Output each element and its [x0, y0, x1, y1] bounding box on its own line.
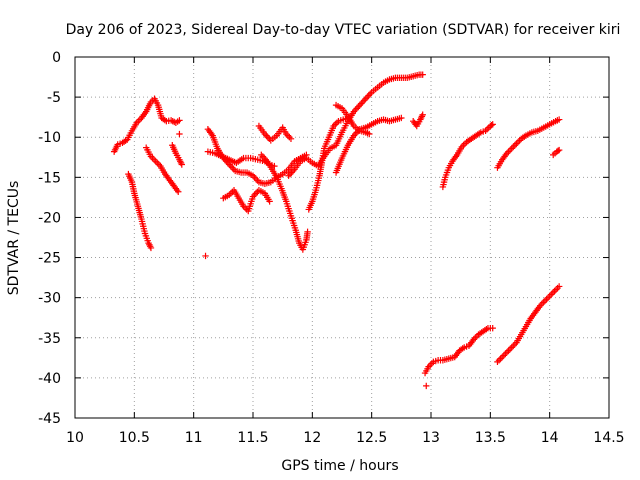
x-tick-label: 11.5 — [237, 430, 268, 446]
data-point — [419, 111, 426, 118]
data-point — [423, 382, 430, 390]
x-tick-label: 10 — [66, 430, 84, 446]
x-tick-label: 14.5 — [593, 430, 624, 446]
x-tick-label: 12 — [303, 430, 321, 446]
data-point — [175, 188, 182, 195]
data-point — [304, 228, 311, 236]
y-tick-label: -5 — [47, 90, 61, 106]
data-point — [555, 116, 563, 123]
data-point — [271, 162, 278, 170]
data-points — [110, 71, 563, 390]
y-tick-label: -10 — [38, 130, 61, 146]
y-tick-label: -35 — [38, 331, 61, 347]
data-point — [489, 324, 496, 332]
y-tick-label: -30 — [38, 291, 61, 307]
data-point — [554, 147, 562, 155]
data-point — [555, 283, 563, 290]
y-tick-label: -45 — [38, 411, 61, 427]
x-tick-label: 14 — [541, 430, 559, 446]
y-tick-label: -15 — [38, 170, 61, 186]
y-tick-label: 0 — [52, 50, 61, 66]
y-tick-label: -20 — [38, 210, 61, 226]
data-point — [176, 130, 183, 138]
data-point — [287, 135, 295, 143]
y-axis-label: SDTVAR / TECUs — [6, 181, 22, 296]
data-point — [176, 117, 183, 124]
x-tick-labels: 10 10.5 11 11.5 12 12.5 13 13.5 14 14.5 — [66, 430, 625, 446]
data-point — [178, 161, 185, 168]
data-point — [489, 121, 496, 128]
y-tick-labels: 0 -5 -10 -15 -20 -25 -30 -35 -40 -45 — [38, 50, 61, 427]
x-tick-label: 10.5 — [119, 430, 150, 446]
data-point — [555, 146, 563, 154]
y-tick-label: -25 — [38, 251, 61, 267]
x-axis-label: GPS time / hours — [281, 458, 398, 474]
plot-frame — [74, 56, 610, 419]
x-tick-label: 12.5 — [356, 430, 387, 446]
data-point — [419, 71, 426, 78]
data-point — [202, 252, 209, 260]
x-tick-label: 13 — [422, 430, 440, 446]
x-tick-label: 11 — [185, 430, 203, 446]
data-point — [147, 244, 155, 252]
chart-title: Day 206 of 2023, Sidereal Day-to-day VTE… — [66, 22, 621, 38]
data-point — [398, 114, 405, 122]
data-point — [266, 198, 273, 205]
data-point — [488, 121, 495, 129]
y-tick-label: -40 — [38, 371, 61, 387]
data-point — [366, 130, 373, 138]
x-tick-label: 13.5 — [475, 430, 506, 446]
